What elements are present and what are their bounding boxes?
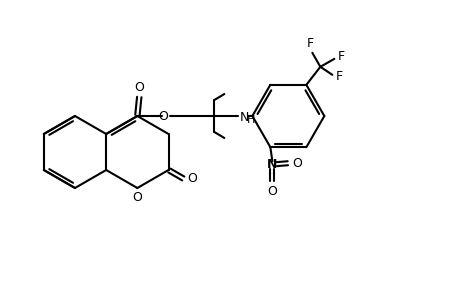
Text: N: N bbox=[239, 110, 248, 124]
Text: O: O bbox=[292, 157, 302, 170]
Text: H: H bbox=[247, 115, 255, 125]
Text: F: F bbox=[306, 37, 313, 50]
Text: N: N bbox=[267, 158, 277, 171]
Text: O: O bbox=[187, 172, 196, 185]
Text: O: O bbox=[134, 81, 144, 94]
Text: F: F bbox=[336, 50, 344, 63]
Text: O: O bbox=[132, 191, 142, 204]
Text: O: O bbox=[158, 110, 168, 122]
Text: O: O bbox=[267, 185, 277, 198]
Text: F: F bbox=[335, 70, 342, 83]
